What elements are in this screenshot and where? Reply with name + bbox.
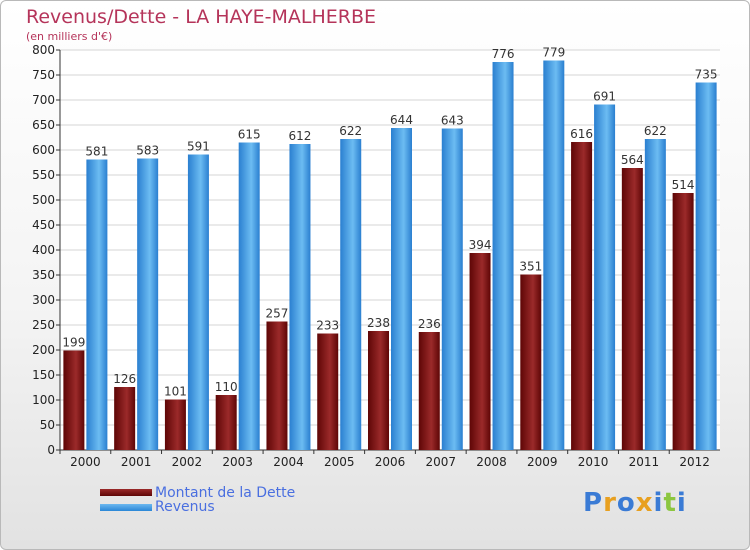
- x-tick-label: 2010: [578, 455, 609, 469]
- bar-dette: [266, 321, 288, 450]
- bar-revenus: [594, 104, 616, 450]
- data-label-revenus: 581: [85, 145, 108, 159]
- y-tick-label: 250: [32, 318, 55, 332]
- x-tick-label: 2011: [629, 455, 660, 469]
- data-label-dette: 236: [418, 317, 441, 331]
- x-tick-label: 2005: [324, 455, 355, 469]
- y-tick-label: 150: [32, 368, 55, 382]
- x-tick-label: 2006: [375, 455, 406, 469]
- y-tick-label: 500: [32, 193, 55, 207]
- y-tick-label: 550: [32, 168, 55, 182]
- y-tick-label: 50: [40, 418, 55, 432]
- data-label-dette: 351: [519, 260, 542, 274]
- bar-revenus: [695, 82, 717, 450]
- data-label-dette: 394: [469, 238, 492, 252]
- chart-title: Revenus/Dette - LA HAYE-MALHERBE: [26, 6, 377, 28]
- bar-revenus: [137, 158, 159, 450]
- data-label-revenus: 776: [492, 47, 515, 61]
- bar-dette: [418, 332, 440, 450]
- data-label-revenus: 612: [289, 129, 312, 143]
- data-label-dette: 257: [266, 307, 289, 321]
- x-tick-label: 2008: [476, 455, 507, 469]
- bar-revenus: [441, 128, 463, 450]
- data-label-revenus: 644: [390, 113, 413, 127]
- x-tick-label: 2004: [273, 455, 304, 469]
- data-label-dette: 564: [621, 153, 644, 167]
- data-label-revenus: 691: [593, 90, 616, 104]
- y-tick-label: 300: [32, 293, 55, 307]
- data-label-dette: 110: [215, 380, 238, 394]
- y-tick-label: 750: [32, 68, 55, 82]
- y-tick-label: 450: [32, 218, 55, 232]
- bar-revenus: [238, 142, 260, 450]
- bar-revenus: [289, 144, 311, 450]
- x-tick-label: 2003: [222, 455, 253, 469]
- legend-swatch-revenus: [100, 504, 152, 511]
- bar-revenus: [187, 154, 209, 450]
- bar-revenus: [391, 128, 412, 450]
- y-tick-label: 700: [32, 93, 55, 107]
- y-tick-label: 800: [32, 43, 55, 57]
- data-label-dette: 126: [113, 372, 136, 386]
- data-label-revenus: 779: [542, 46, 565, 60]
- x-tick-label: 2002: [172, 455, 203, 469]
- bar-dette: [621, 168, 643, 450]
- y-tick-label: 0: [47, 443, 55, 457]
- chart-subtitle: (en milliers d'€): [26, 30, 113, 43]
- bar-revenus: [340, 139, 362, 450]
- data-label-dette: 233: [316, 319, 339, 333]
- bar-dette: [520, 274, 542, 450]
- x-tick-label: 2012: [679, 455, 710, 469]
- x-tick-label: 2009: [527, 455, 558, 469]
- data-label-revenus: 583: [136, 144, 159, 158]
- legend-label-dette: Montant de la Dette: [155, 485, 296, 501]
- bar-dette: [571, 142, 593, 450]
- legend-label-revenus: Revenus: [155, 499, 215, 515]
- data-label-dette: 238: [367, 316, 390, 330]
- x-tick-label: 2007: [425, 455, 456, 469]
- data-label-dette: 616: [570, 127, 593, 141]
- data-label-dette: 514: [672, 178, 695, 192]
- bar-revenus: [644, 139, 666, 450]
- data-label-revenus: 735: [695, 68, 718, 82]
- bar-dette: [469, 253, 491, 450]
- proxiti-logo: Proxiti: [583, 488, 687, 518]
- data-label-dette: 199: [62, 336, 85, 350]
- y-tick-label: 350: [32, 268, 55, 282]
- x-tick-label: 2001: [121, 455, 152, 469]
- y-tick-label: 600: [32, 143, 55, 157]
- bar-dette: [114, 387, 136, 450]
- bar-revenus: [543, 60, 565, 450]
- y-tick-label: 650: [32, 118, 55, 132]
- bar-revenus: [492, 62, 514, 450]
- bar-revenus: [86, 159, 108, 450]
- data-label-revenus: 622: [644, 124, 667, 138]
- legend-swatch-dette: [100, 489, 152, 496]
- bar-dette: [368, 331, 389, 450]
- data-label-revenus: 591: [187, 140, 210, 154]
- data-label-revenus: 622: [339, 124, 362, 138]
- bar-dette: [317, 333, 339, 450]
- y-tick-label: 400: [32, 243, 55, 257]
- data-label-revenus: 643: [441, 114, 464, 128]
- bar-dette: [63, 350, 85, 450]
- bar-dette: [672, 193, 694, 450]
- data-label-revenus: 615: [238, 128, 261, 142]
- bar-dette: [164, 399, 186, 450]
- x-tick-label: 2000: [70, 455, 101, 469]
- y-tick-label: 100: [32, 393, 55, 407]
- bar-dette: [215, 395, 237, 450]
- y-tick-label: 200: [32, 343, 55, 357]
- data-label-dette: 101: [164, 385, 187, 399]
